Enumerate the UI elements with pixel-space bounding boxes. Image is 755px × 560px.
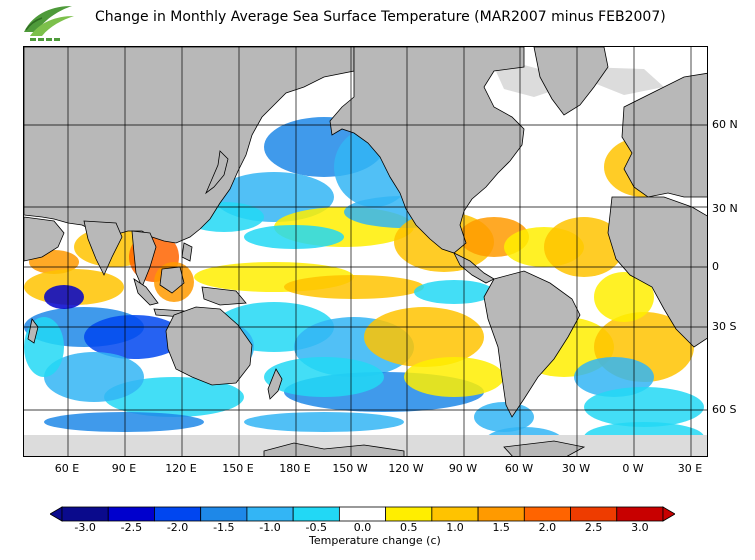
landmass-india [83, 220, 123, 276]
map-canvas [24, 47, 707, 456]
lon-label-150w: 150 W [332, 462, 368, 475]
landmass-north-america [329, 47, 525, 254]
colorbar-tick-label: 0.5 [399, 521, 418, 534]
sst-anomaly-patch [244, 225, 344, 249]
sst-anomaly-patch [44, 352, 144, 402]
sst-anomaly-patch [24, 317, 64, 377]
landmass-antarctica [263, 442, 405, 456]
landmass-asia [24, 47, 355, 244]
sst-anomaly-patch [544, 217, 624, 277]
lat-label-60n: 60 N [712, 118, 738, 131]
colorbar-tick-label: 0.0 [353, 521, 372, 534]
colorbar-swatch [107, 506, 155, 522]
sst-anomaly-patch [404, 357, 504, 397]
lon-label-90e: 90 E [111, 462, 137, 475]
lon-label-150e: 150 E [222, 462, 254, 475]
colorbar-title: Temperature change (c) [309, 534, 441, 547]
colorbar-swatch [200, 506, 248, 522]
colorbar-tick-label: -1.5 [213, 521, 235, 534]
sst-anomaly-layer [24, 87, 704, 456]
lat-label-60s: 60 S [712, 403, 737, 416]
colorbar-swatch [523, 506, 571, 522]
lat-label-eq: 0 [712, 260, 719, 273]
lon-label-30w: 30 W [561, 462, 591, 475]
landmass-newzealand [267, 368, 283, 400]
lat-label-30s: 30 S [712, 320, 737, 333]
map-title: Change in Monthly Average Sea Surface Te… [95, 9, 666, 25]
landmass-japan [205, 150, 229, 195]
colorbar-tick-label: -0.5 [305, 521, 327, 534]
colorbar-swatch [570, 506, 618, 522]
colorbar-right-arrow [662, 506, 675, 522]
sst-anomaly-patch [264, 357, 384, 397]
colorbar-tick-label: 3.0 [631, 521, 649, 534]
graticule [24, 47, 707, 456]
colorbar-tick-label: 2.0 [538, 521, 557, 534]
colorbar-swatch [338, 506, 387, 522]
colorbar [50, 506, 675, 522]
landmass-europe [621, 72, 707, 198]
colorbar-tick-label: -2.0 [166, 521, 189, 534]
colorbar-swatch [61, 506, 109, 522]
colorbar-swatch [385, 506, 433, 522]
colorbar-tick-label: -3.0 [74, 521, 96, 534]
lon-label-120e: 120 E [165, 462, 197, 475]
lat-label-30n: 30 N [712, 202, 738, 215]
colorbar-swatch [477, 506, 525, 522]
lon-label-60e: 60 E [54, 462, 80, 475]
landmass-australia [165, 306, 253, 386]
sst-anomaly-patch [244, 412, 404, 432]
colorbar-tick-label: 1.5 [492, 521, 510, 534]
landmass-philippines [181, 242, 193, 262]
sst-change-map [23, 46, 708, 457]
lon-label-90w: 90 W [448, 462, 478, 475]
agency-logo [24, 6, 74, 41]
sst-anomaly-patch [474, 402, 534, 432]
colorbar-tick-label: -2.5 [120, 521, 143, 534]
sst-anomaly-patch [414, 280, 494, 304]
landmass-madagascar [27, 318, 39, 344]
colorbar-tick-label: -1.0 [259, 521, 281, 534]
landmass-south-america [483, 270, 581, 418]
colorbar-swatch [292, 506, 340, 522]
landmass-newguinea [201, 286, 247, 306]
lon-label-0w: 0 W [622, 462, 644, 475]
landmass-sumatra [133, 278, 159, 306]
sst-anomaly-patch [84, 315, 184, 359]
colorbar-left-arrow [50, 506, 63, 522]
landmass-indochina [131, 230, 157, 289]
sst-anomaly-patch [44, 285, 84, 309]
colorbar-swatch [431, 506, 479, 522]
lon-label-120w: 120 W [388, 462, 424, 475]
colorbar-tick-label: 1.0 [446, 521, 464, 534]
colorbar-swatch [246, 506, 294, 522]
landmass-antarctica-east [503, 440, 586, 456]
sst-anomaly-patch [594, 272, 654, 322]
lon-label-30e: 30 E [677, 462, 703, 475]
landmass-arabia [24, 216, 65, 262]
sst-anomaly-patch [364, 307, 484, 367]
colorbar-tick-label: 2.5 [584, 521, 603, 534]
colorbar-swatch [616, 506, 664, 522]
sst-anomaly-patch [284, 275, 424, 299]
sst-anomaly-patch [584, 387, 704, 427]
lon-label-60w: 60 W [504, 462, 534, 475]
land-layer [24, 47, 707, 456]
lon-label-180e: 180 E [279, 462, 311, 475]
sst-anomaly-patch [44, 412, 204, 432]
landmass-greenland [533, 47, 609, 116]
colorbar-swatch [154, 506, 202, 522]
